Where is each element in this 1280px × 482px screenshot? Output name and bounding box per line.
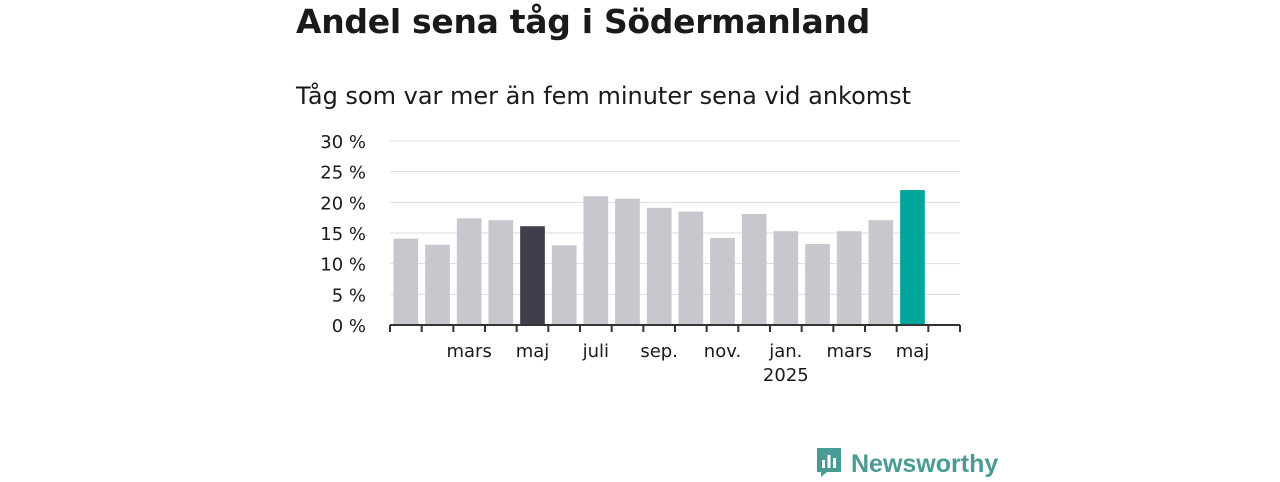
grid-lines: [390, 140, 960, 295]
x-tick-label: jan.: [768, 341, 802, 362]
y-tick-label: 20 %: [320, 193, 366, 214]
bar: [646, 207, 672, 325]
bar: [393, 238, 419, 325]
chart-title: Andel sena tåg i Södermanland: [296, 2, 870, 41]
bar: [425, 244, 450, 325]
x-tick-label: juli: [582, 341, 609, 362]
newsworthy-logo: Newsworthy: [815, 446, 998, 482]
bar: [773, 231, 799, 325]
bar: [456, 218, 482, 325]
bar: [868, 220, 894, 325]
y-tick-label: 10 %: [320, 255, 366, 276]
x-tick-label: nov.: [704, 341, 741, 362]
x-tick-label: maj: [896, 341, 930, 362]
y-tick-label: 0 %: [332, 316, 366, 337]
bar: [520, 226, 545, 325]
bar: [615, 198, 640, 325]
bar: [805, 244, 830, 325]
bar: [900, 190, 925, 325]
bar: [710, 237, 735, 325]
bar: [551, 245, 577, 325]
x-axis: [389, 324, 961, 332]
bar: [836, 231, 862, 325]
bar: [741, 213, 767, 325]
bar: [488, 220, 514, 325]
axis-labels: 0 % 5 % 10 % 15 % 20 % 25 % 30 % mars maj juli sep…: [320, 132, 929, 386]
brand-name: Newsworthy: [851, 449, 999, 478]
newsworthy-logo-icon: [815, 446, 843, 482]
x-tick-label: sep.: [640, 341, 678, 362]
y-tick-label: 5 %: [332, 285, 366, 306]
y-tick-label: 15 %: [320, 224, 366, 245]
y-tick-label: 30 %: [320, 132, 366, 153]
x-tick-label: maj: [516, 341, 550, 362]
x-tick-label: mars: [826, 341, 871, 362]
x-tick-sublabel: 2025: [763, 365, 809, 386]
bar: [583, 196, 609, 325]
y-tick-label: 25 %: [320, 163, 366, 184]
bar: [678, 211, 704, 325]
x-tick-label: mars: [446, 341, 491, 362]
bars: [393, 190, 925, 325]
chart-subtitle: Tåg som var mer än fem minuter sena vid …: [296, 82, 912, 110]
